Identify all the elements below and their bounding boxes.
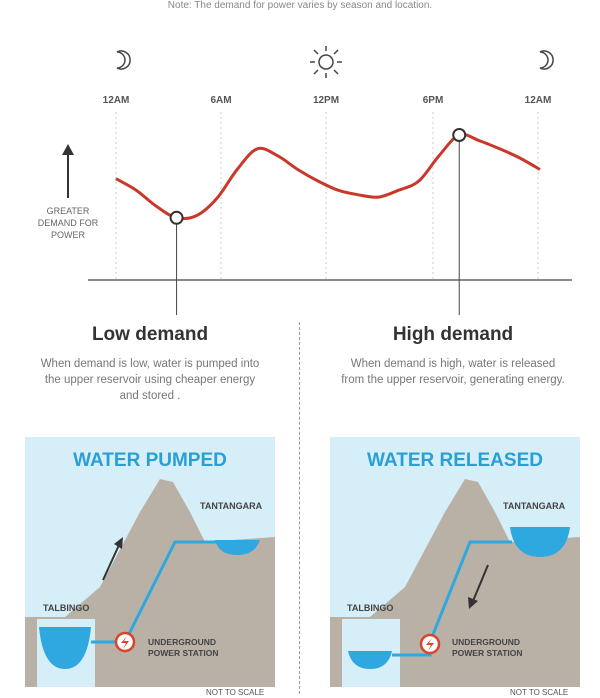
upper-reservoir xyxy=(510,527,570,557)
moon-icon xyxy=(539,50,554,70)
x-tick-label: 12AM xyxy=(102,95,130,106)
water-released-diagram xyxy=(330,437,580,687)
center-divider xyxy=(299,322,300,694)
low-demand-point xyxy=(169,210,184,225)
high-demand-heading: High demand xyxy=(392,324,514,345)
power-station-label: UNDERGROUND POWER STATION xyxy=(148,637,219,659)
up-arrow-icon xyxy=(62,144,74,198)
x-tick-label: 6PM xyxy=(422,95,444,106)
lightning-icon xyxy=(121,636,129,649)
lower-reservoir-label: TALBINGO xyxy=(347,603,394,613)
y-axis-label: GREATER DEMAND FOR POWER xyxy=(37,206,99,240)
sun-icon xyxy=(310,46,342,78)
flow-arrow-down-icon xyxy=(468,564,489,609)
upper-reservoir-label: TANTANGARA xyxy=(503,501,566,511)
x-tick-label: 6AM xyxy=(210,95,232,106)
lower-reservoir-label: TALBINGO xyxy=(43,603,90,613)
x-tick-label: 12AM xyxy=(524,95,552,106)
water-pumped-title: WATER PUMPED xyxy=(73,450,227,471)
station-line-1: UNDERGROUND xyxy=(452,637,520,647)
high-demand-point xyxy=(452,128,467,142)
low-demand-heading: Low demand xyxy=(91,324,209,345)
water-released-title: WATER RELEASED xyxy=(367,450,543,471)
low-demand-description: When demand is low, water is pumped into… xyxy=(40,358,260,402)
station-line-2: POWER STATION xyxy=(148,648,219,658)
lightning-icon xyxy=(426,638,434,651)
station-line-2: POWER STATION xyxy=(452,648,523,658)
demand-chart xyxy=(62,46,572,315)
lower-reservoir xyxy=(348,651,392,669)
pipe xyxy=(91,540,217,644)
upper-reservoir-label: TANTANGARA xyxy=(200,501,263,511)
lower-reservoir xyxy=(39,627,91,669)
scale-note: NOT TO SCALE xyxy=(206,688,265,697)
water-pumped-diagram xyxy=(25,437,275,687)
x-tick-label: 12PM xyxy=(312,95,340,106)
station-line-1: UNDERGROUND xyxy=(148,637,216,647)
high-demand-description: When demand is high, water is released f… xyxy=(341,358,565,386)
note-text: Note: The demand for power varies by sea… xyxy=(167,0,433,11)
scale-note: NOT TO SCALE xyxy=(510,688,569,697)
flow-arrow-up-icon xyxy=(102,537,123,581)
demand-series-line xyxy=(115,132,541,221)
moon-icon xyxy=(116,50,131,70)
power-station-label: UNDERGROUND POWER STATION xyxy=(452,637,523,659)
upper-reservoir xyxy=(215,540,260,555)
